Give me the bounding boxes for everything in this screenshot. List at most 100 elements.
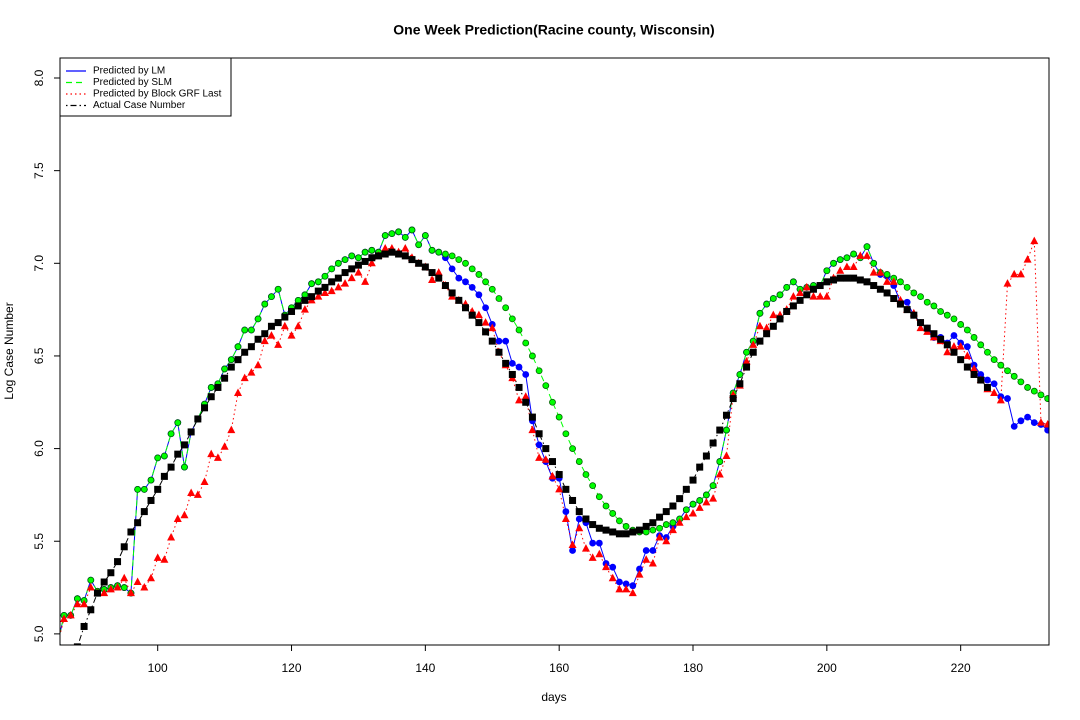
point: [535, 453, 544, 461]
point: [462, 304, 470, 312]
point: [495, 348, 503, 356]
point: [528, 425, 537, 434]
point: [428, 269, 436, 277]
point: [1004, 367, 1011, 375]
point: [381, 250, 389, 258]
point: [616, 517, 623, 525]
point: [368, 254, 376, 262]
point: [963, 326, 971, 334]
point: [977, 341, 985, 349]
point: [589, 482, 597, 490]
plot-frame: [59, 57, 1050, 646]
point: [120, 573, 129, 582]
point: [247, 343, 255, 351]
point: [997, 361, 1005, 369]
point: [569, 445, 576, 452]
point: [616, 578, 623, 586]
point: [1004, 395, 1011, 402]
point: [140, 485, 148, 493]
point: [214, 383, 222, 391]
point: [100, 588, 109, 597]
point: [816, 282, 824, 290]
legend-label: Predicted by LM: [93, 66, 165, 77]
point: [160, 472, 168, 480]
point: [897, 278, 904, 286]
point: [702, 497, 711, 506]
point: [850, 250, 858, 258]
point: [682, 506, 690, 514]
point: [662, 536, 671, 545]
point: [990, 356, 998, 364]
point: [174, 450, 182, 458]
x-tick-label: 160: [549, 661, 569, 675]
point: [347, 273, 356, 282]
point: [588, 553, 597, 561]
point: [134, 519, 142, 527]
point: [401, 252, 409, 260]
point: [896, 300, 904, 308]
point: [1037, 391, 1045, 399]
point: [134, 485, 142, 493]
point: [763, 300, 771, 308]
point: [1016, 269, 1025, 278]
point: [695, 503, 704, 511]
point: [863, 278, 871, 286]
point: [1030, 236, 1039, 245]
point: [776, 315, 784, 323]
point: [488, 285, 496, 293]
point: [716, 458, 724, 465]
y-tick-label: 6.0: [32, 440, 46, 457]
point: [341, 279, 350, 287]
point: [789, 292, 798, 300]
point: [568, 540, 577, 548]
point: [287, 331, 296, 339]
point: [80, 622, 88, 630]
point: [434, 268, 443, 276]
point: [555, 471, 563, 479]
point: [201, 404, 209, 412]
point: [294, 302, 302, 310]
point: [361, 257, 369, 265]
point: [421, 263, 429, 271]
point: [334, 282, 343, 291]
point: [676, 495, 684, 503]
point: [963, 351, 972, 359]
point: [589, 539, 597, 547]
point: [301, 296, 309, 304]
point: [629, 528, 637, 536]
point: [977, 376, 985, 384]
point: [562, 430, 570, 438]
legend-box: [59, 57, 232, 117]
point: [113, 583, 122, 591]
point: [508, 370, 516, 378]
point: [328, 265, 336, 273]
point: [66, 610, 75, 619]
point: [937, 308, 944, 315]
point: [515, 383, 523, 391]
point: [281, 313, 289, 321]
point: [689, 476, 697, 484]
point: [608, 573, 617, 582]
point: [442, 250, 449, 258]
point: [107, 569, 115, 577]
point: [622, 530, 630, 538]
point: [522, 339, 530, 347]
point: [207, 449, 216, 458]
point: [314, 287, 322, 295]
point: [267, 331, 276, 339]
point: [227, 425, 236, 434]
point: [850, 274, 858, 282]
point: [548, 471, 557, 480]
point: [990, 380, 998, 388]
point: [722, 451, 731, 460]
point: [187, 428, 195, 436]
point: [448, 265, 456, 273]
point: [562, 485, 570, 493]
point: [649, 519, 657, 527]
point: [842, 262, 851, 271]
point: [595, 493, 603, 501]
point: [709, 439, 717, 447]
point: [415, 241, 423, 249]
point: [455, 296, 463, 304]
